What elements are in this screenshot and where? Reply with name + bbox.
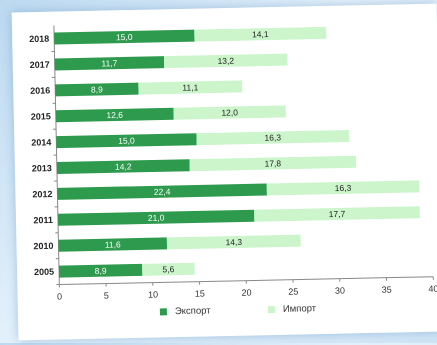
- x-tick-label: 0: [57, 291, 62, 301]
- x-tick-label: 10: [148, 289, 158, 299]
- x-tick-label: 30: [335, 286, 345, 296]
- x-tick-label: 35: [382, 285, 392, 295]
- data-label: 11,7: [101, 58, 117, 68]
- data-label: 17,8: [264, 158, 281, 168]
- y-tick-label: 2014: [31, 137, 51, 147]
- data-label: 8,9: [95, 266, 107, 276]
- data-label: 14,1: [252, 29, 269, 39]
- legend-swatch-export: [160, 308, 167, 315]
- data-label: 12,0: [221, 107, 238, 117]
- y-tick-label: 2017: [30, 60, 50, 70]
- y-tick-label: 2015: [31, 111, 51, 121]
- data-label: 5,6: [162, 264, 174, 274]
- data-label: 13,2: [217, 56, 234, 66]
- x-tick-label: 40: [428, 284, 437, 294]
- plot-area: 0 5 10 15 20 25 30 35 40 2018 15,0 14,1 2017 11,7 13,2…: [29, 18, 437, 302]
- y-tick-label: 2005: [34, 267, 54, 277]
- legend-swatch-import: [268, 306, 275, 313]
- data-label: 21,0: [148, 213, 165, 223]
- chart-card: 0 5 10 15 20 25 30 35 40 2018 15,0 14,1 2017 11,7 13,2…: [12, 4, 437, 341]
- data-label: 11,6: [105, 239, 121, 249]
- data-label: 12,6: [106, 110, 123, 120]
- data-label: 14,2: [115, 161, 132, 171]
- y-tick-label: 2013: [32, 163, 52, 173]
- x-tick-label: 15: [195, 289, 205, 299]
- x-tick-label: 5: [104, 291, 109, 301]
- y-tick-label: 2010: [33, 241, 53, 251]
- data-label: 16,3: [335, 183, 352, 193]
- data-label: 17,7: [329, 209, 346, 219]
- data-label: 16,3: [264, 132, 281, 142]
- legend-label-export: Экспорт: [175, 305, 212, 317]
- data-label: 15,0: [118, 135, 135, 145]
- y-tick-label: 2018: [29, 34, 49, 44]
- y-tick-label: 2016: [30, 85, 50, 95]
- data-label: 14,3: [225, 237, 242, 247]
- data-label: 8,9: [91, 84, 103, 94]
- legend: Экспорт Импорт: [160, 303, 317, 317]
- x-tick-label: 25: [288, 287, 298, 297]
- data-label: 22,4: [154, 187, 171, 197]
- chart-svg: 0 5 10 15 20 25 30 35 40 2018 15,0 14,1 2017 11,7 13,2…: [12, 4, 437, 341]
- y-tick-label: 2011: [33, 215, 53, 225]
- data-label: 11,1: [182, 82, 198, 92]
- y-tick-label: 2012: [32, 189, 52, 199]
- data-label: 15,0: [116, 32, 133, 42]
- legend-label-import: Импорт: [283, 303, 317, 315]
- x-tick-label: 20: [241, 288, 251, 298]
